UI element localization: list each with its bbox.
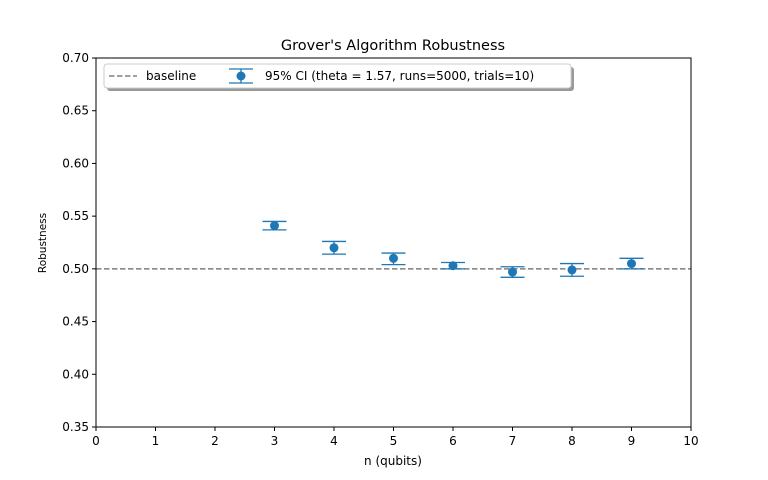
x-tick-label: 8 — [568, 434, 576, 448]
y-tick-label: 0.60 — [62, 156, 89, 170]
x-tick-label: 1 — [152, 434, 160, 448]
x-tick-label: 6 — [449, 434, 457, 448]
x-tick-label: 5 — [390, 434, 398, 448]
plot-frame — [95, 57, 692, 428]
data-point — [627, 259, 636, 269]
y-axis-label: Robustness — [37, 213, 49, 273]
data-point — [389, 253, 398, 263]
data-point — [329, 243, 339, 253]
legend: baseline 95% CI (theta = 1.57, runs=5000… — [103, 63, 574, 91]
x-tick-label: 7 — [509, 434, 517, 448]
y-tick-label: 0.55 — [62, 209, 89, 223]
x-tick-label: 10 — [683, 434, 698, 448]
data-point — [567, 265, 577, 275]
data-marks — [262, 220, 644, 278]
x-tick-label: 0 — [92, 434, 100, 448]
y-tick-label: 0.70 — [62, 51, 89, 65]
x-tick-label: 2 — [211, 434, 219, 448]
y-tick-label: 0.65 — [62, 104, 89, 118]
axis-ticks: 0 1 2 3 4 5 6 7 8 9 10 0.35 0.40 0.45 0.50 0.55 0.60 0.65… — [62, 51, 698, 448]
legend-ci-swatch — [229, 68, 253, 84]
x-tick-label: 4 — [330, 434, 338, 448]
y-tick-label: 0.35 — [62, 420, 89, 434]
legend-baseline-label: baseline — [146, 69, 196, 83]
data-point — [508, 267, 517, 277]
y-tick-label: 0.40 — [62, 367, 89, 381]
y-tick-label: 0.45 — [62, 315, 89, 329]
legend-box — [103, 63, 572, 89]
y-tick-label: 0.50 — [62, 262, 89, 276]
x-tick-label: 9 — [628, 434, 636, 448]
legend-ci-label: 95% CI (theta = 1.57, runs=5000, trials=… — [265, 69, 534, 83]
data-point — [270, 221, 279, 231]
x-tick-label: 3 — [271, 434, 279, 448]
data-point — [448, 261, 458, 271]
x-axis-label: n (qubits) — [364, 454, 422, 468]
chart-title: Grover's Algorithm Robustness — [281, 38, 505, 54]
